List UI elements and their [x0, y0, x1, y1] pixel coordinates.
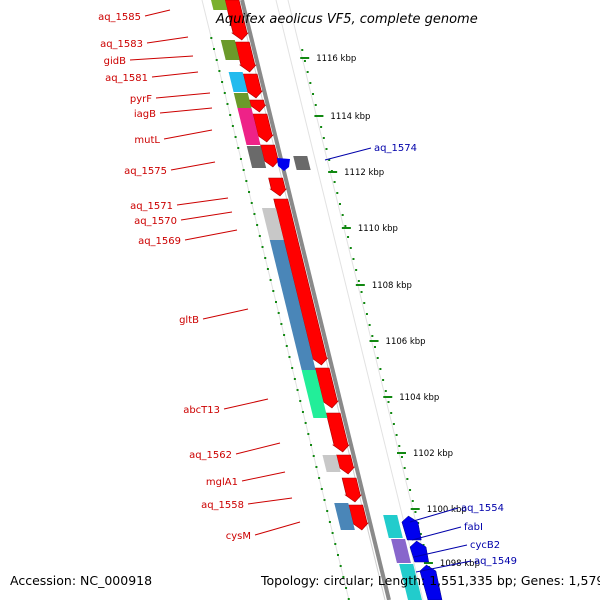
cog-block	[301, 370, 328, 418]
label-leader	[170, 161, 216, 171]
label-leader	[324, 147, 372, 161]
scale-label: 1110 kbp	[358, 224, 398, 234]
cog-block	[383, 515, 403, 538]
label-leader	[163, 129, 213, 140]
gene-label-aq_1581: aq_1581	[105, 73, 148, 84]
scale-label: 1100 kbp	[427, 505, 467, 515]
gene-label-mutL: mutL	[134, 135, 160, 146]
cog-block	[228, 72, 248, 92]
scale-label: 1116 kbp	[316, 54, 356, 64]
gene-label-abcT13: abcT13	[183, 405, 220, 416]
label-leader	[409, 507, 459, 523]
scale-label: 1104 kbp	[399, 393, 439, 403]
gene-label-mglA1: mglA1	[206, 477, 238, 488]
cog-block	[293, 156, 311, 170]
label-leader	[176, 197, 229, 206]
genome-backbone	[240, 0, 391, 600]
label-leader	[184, 229, 238, 241]
label-leader	[180, 211, 233, 221]
gene-label-aq_1549: aq_1549	[474, 556, 517, 567]
gene-label-aq_1562: aq_1562	[189, 450, 232, 461]
label-leader	[155, 92, 211, 99]
reverse-cds	[419, 564, 443, 600]
scale-label: 1098 kbp	[440, 559, 480, 569]
scale-label: 1108 kbp	[372, 281, 412, 291]
cog-block	[220, 40, 240, 60]
cog-block	[322, 455, 341, 472]
label-leader	[411, 526, 462, 541]
accession-text: Accession: NC_000918	[10, 573, 153, 588]
label-leader	[413, 544, 468, 558]
forward-cds	[268, 177, 287, 197]
gene-layer	[211, 0, 443, 600]
gene-label-pyrF: pyrF	[130, 94, 152, 105]
label-leader	[151, 71, 199, 78]
gene-label-aq_1571: aq_1571	[130, 201, 173, 212]
map-title: Aquifex aeolicus VF5, complete genome	[215, 12, 478, 27]
label-layer: aq_1585 aq_1583 gidB aq_1581 pyrF iagB mutL aq_…	[98, 9, 517, 573]
label-leader	[202, 308, 249, 320]
gene-label-aq_1574: aq_1574	[374, 143, 417, 154]
reverse-cds	[401, 515, 422, 541]
forward-cds	[234, 41, 257, 73]
label-leader	[247, 497, 293, 505]
scale-label: 1106 kbp	[386, 337, 426, 347]
scale-label: 1102 kbp	[413, 449, 453, 459]
label-leader	[241, 471, 286, 482]
gene-label-cysM: cysM	[226, 531, 251, 542]
cog-block	[399, 564, 422, 600]
cog-block	[211, 0, 228, 10]
label-leader	[129, 55, 194, 61]
label-leader	[144, 9, 171, 17]
cog-block	[334, 503, 355, 530]
scale-label: 1114 kbp	[330, 112, 370, 122]
cog-block	[237, 108, 261, 145]
gene-label-aq_1575: aq_1575	[124, 166, 167, 177]
forward-cds	[341, 477, 362, 503]
cog-block	[261, 208, 284, 240]
tick-layer: 1116 kbp 1114 kbp 1112 kbp 1110 kbp 1108 kbp…	[210, 37, 480, 600]
gene-label-aq_1554: aq_1554	[461, 503, 504, 514]
scale-label: 1112 kbp	[344, 168, 384, 178]
label-leader	[159, 107, 213, 114]
gene-label-cycB2: cycB2	[470, 540, 500, 551]
label-leader	[254, 521, 301, 536]
forward-cds	[224, 0, 249, 41]
topology-text: Topology: circular; Length: 1,551,335 bp…	[261, 573, 600, 588]
gene-label-gltB: gltB	[179, 315, 199, 326]
label-leader	[223, 398, 269, 410]
gene-label-aq_1570: aq_1570	[134, 216, 177, 227]
cog-block	[391, 539, 411, 563]
gene-label-fabI: fabI	[464, 522, 483, 533]
cog-block	[246, 146, 267, 168]
label-leader	[235, 442, 281, 455]
forward-cds	[325, 412, 350, 453]
label-leader	[146, 36, 189, 44]
gene-label-iagB: iagB	[134, 109, 156, 120]
cog-block	[233, 93, 252, 108]
reverse-cds	[277, 158, 290, 171]
gene-label-gidB: gidB	[104, 56, 126, 67]
label-leader	[415, 560, 472, 573]
gene-label-aq_1558: aq_1558	[201, 500, 244, 511]
gene-label-aq_1569: aq_1569	[138, 236, 181, 247]
gene-label-aq_1583: aq_1583	[100, 39, 143, 50]
gene-label-aq_1585: aq_1585	[98, 12, 141, 23]
cog-block	[269, 240, 316, 370]
